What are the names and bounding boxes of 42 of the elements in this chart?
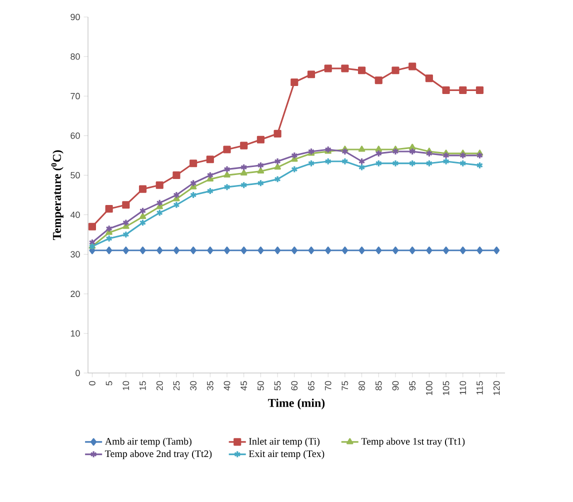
legend-label: Amb air temp (Tamb) <box>104 438 192 447</box>
x-tick-label: 50 <box>258 381 264 390</box>
y-tick-label: 80 <box>70 53 80 60</box>
x-tick-label: 25 <box>173 381 180 390</box>
legend-label: Temp above 1st tray (Tt1) <box>361 438 465 447</box>
x-tick-label: 10 <box>122 381 130 390</box>
x-tick-label: 0 <box>89 381 96 386</box>
legend-label: Inlet air temp (Ti) <box>249 438 320 447</box>
x-tick-label: 30 <box>190 381 196 390</box>
x-tick-label: 95 <box>409 381 416 390</box>
y-tick-label: 60 <box>70 132 80 139</box>
y-tick-label: 40 <box>70 212 80 218</box>
x-tick-label: 20 <box>156 381 163 390</box>
x-tick-label: 15 <box>140 381 146 390</box>
y-tick-label: 70 <box>70 92 80 100</box>
x-tick-label: 120 <box>493 381 500 396</box>
x-tick-label: 35 <box>206 381 214 390</box>
x-tick-label: 110 <box>460 381 466 394</box>
x-tick-label: 55 <box>274 381 281 390</box>
y-tick-label: 10 <box>70 330 80 337</box>
x-tick-label: 40 <box>224 381 230 391</box>
y-tick-label: 30 <box>70 251 80 258</box>
y-tick-label: 20 <box>70 290 80 298</box>
legend-label: Temp above 2nd tray (Tt2) <box>105 450 212 460</box>
x-tick-label: 75 <box>342 381 348 390</box>
x-tick-label: 5 <box>106 381 112 386</box>
y-tick-label: 90 <box>70 14 80 20</box>
y-tick-label: 0 <box>76 370 80 376</box>
y-tick-label: 50 <box>70 172 80 178</box>
x-tick-label: 80 <box>358 381 365 390</box>
x-tick-label: 115 <box>476 381 483 394</box>
x-tick-label: 90 <box>392 381 399 390</box>
x-tick-label: 65 <box>308 381 314 390</box>
x-tick-label: 105 <box>442 381 450 396</box>
x-tick-label: 45 <box>240 381 247 391</box>
x-tick-label: 70 <box>324 381 332 390</box>
x-tick-label: 85 <box>375 381 382 390</box>
x-tick-label: 60 <box>291 381 298 390</box>
x-tick-label: 100 <box>426 381 432 396</box>
x-axis-title: Time (min) <box>268 398 325 410</box>
y-axis-title: Temperature ($^{0}$C) <box>51 150 64 240</box>
legend-label: Exit air temp (Tex) <box>248 450 324 460</box>
